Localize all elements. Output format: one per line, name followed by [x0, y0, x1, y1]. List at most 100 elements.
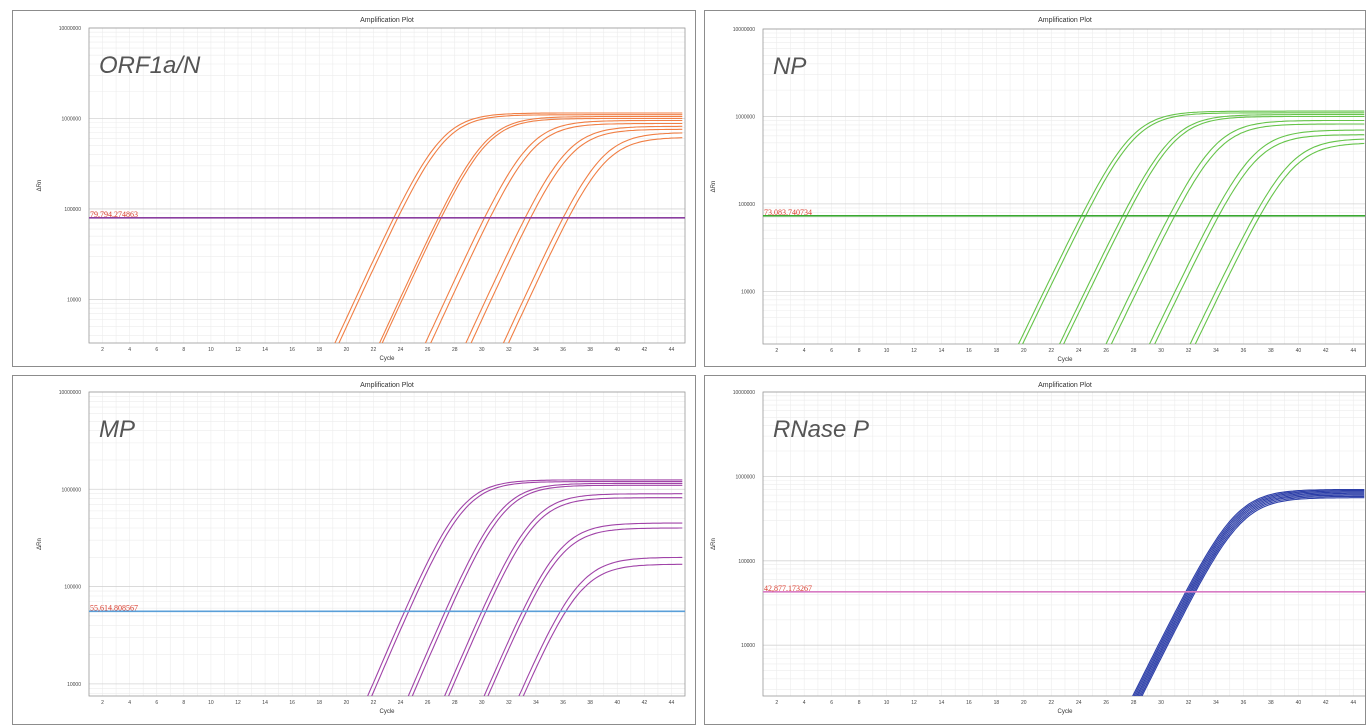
amplification-curve	[425, 121, 682, 345]
x-tick-label: 44	[1350, 348, 1356, 354]
y-axis-label: ΔRn	[711, 181, 717, 193]
x-tick-label: 40	[614, 347, 620, 353]
x-tick-label: 40	[614, 700, 620, 706]
threshold-label: 42,877.173267	[764, 584, 812, 593]
threshold-label: 73,083.740734	[764, 208, 812, 217]
y-tick-label: 10000000	[59, 26, 81, 32]
x-tick-label: 38	[1268, 700, 1274, 706]
x-axis-label: Cycle	[379, 709, 395, 715]
y-tick-label: 10000	[741, 643, 755, 649]
y-tick-label: 10000000	[733, 390, 755, 396]
amplification-curve	[517, 557, 682, 700]
amplification-curve	[379, 117, 682, 345]
x-tick-label: 2	[775, 348, 778, 354]
x-tick-label: 6	[830, 348, 833, 354]
x-tick-label: 6	[155, 700, 158, 706]
x-tick-label: 34	[1213, 348, 1219, 354]
x-tick-label: 4	[803, 700, 806, 706]
x-tick-label: 32	[506, 347, 512, 353]
x-tick-label: 40	[1296, 700, 1302, 706]
x-tick-label: 14	[939, 348, 945, 354]
amplification-plot-mp: Amplification Plot2 4 6 8 10 12 14 16 18 20 22 24 26…	[13, 376, 696, 725]
x-tick-label: 14	[262, 347, 268, 353]
x-tick-label: 16	[966, 348, 972, 354]
amplification-curve	[1134, 491, 1365, 697]
x-tick-label: 32	[1186, 700, 1192, 706]
x-tick-label: 28	[452, 347, 458, 353]
x-tick-label: 24	[1076, 700, 1082, 706]
x-tick-label: 16	[289, 700, 295, 706]
x-tick-label: 20	[1021, 348, 1027, 354]
x-tick-label: 10	[884, 348, 890, 354]
x-tick-label: 20	[344, 347, 350, 353]
amplification-curve	[333, 113, 683, 348]
x-tick-label: 10	[884, 700, 890, 706]
x-tick-label: 44	[669, 347, 675, 353]
x-tick-label: 12	[911, 348, 917, 354]
amplification-curve	[411, 485, 682, 698]
x-tick-label: 8	[182, 347, 185, 353]
amplification-curve	[1139, 498, 1364, 702]
x-tick-label: 26	[1103, 700, 1109, 706]
x-tick-label: 14	[262, 700, 268, 706]
x-tick-label: 6	[155, 347, 158, 353]
x-tick-label: 28	[452, 700, 458, 706]
y-tick-label: 10000	[741, 289, 755, 295]
amplification-curve	[1136, 493, 1364, 697]
plot-title: Amplification Plot	[360, 382, 414, 389]
x-tick-label: 34	[1213, 700, 1219, 706]
y-tick-label: 100000	[738, 202, 755, 208]
x-tick-label: 42	[642, 700, 648, 706]
x-tick-label: 14	[939, 700, 945, 706]
x-axis-label: Cycle	[379, 356, 395, 362]
amplification-curve	[1139, 496, 1364, 699]
amplification-curve	[523, 564, 683, 698]
y-tick-label: 100000	[738, 559, 755, 565]
y-tick-label: 10000	[67, 297, 81, 303]
amplification-curve	[1103, 121, 1364, 350]
x-tick-label: 10	[208, 347, 214, 353]
y-tick-label: 1000000	[62, 116, 82, 122]
amplification-curve	[506, 138, 682, 349]
x-tick-label: 36	[1241, 348, 1247, 354]
amplification-curve	[382, 119, 683, 345]
amplification-curve	[1153, 135, 1364, 348]
x-tick-label: 26	[425, 700, 431, 706]
x-tick-label: 36	[560, 700, 566, 706]
amplification-curve	[468, 129, 682, 349]
threshold-label: 55,614.808567	[90, 603, 138, 612]
x-tick-label: 16	[966, 700, 972, 706]
x-tick-label: 12	[911, 700, 917, 706]
x-tick-label: 42	[1323, 700, 1329, 706]
x-tick-label: 16	[289, 347, 295, 353]
x-tick-label: 42	[642, 347, 648, 353]
x-tick-label: 8	[858, 700, 861, 706]
x-tick-label: 22	[1048, 700, 1054, 706]
x-tick-label: 30	[479, 700, 485, 706]
amplification-curve	[1136, 494, 1364, 699]
gene-label: NP	[773, 53, 806, 80]
amplification-curve	[487, 528, 682, 698]
x-tick-label: 26	[1103, 348, 1109, 354]
y-axis-label: ΔRn	[37, 180, 43, 192]
amplification-panel-orf1a-n: Amplification Plot 2 4 6 8 10 12 14 16 18 20 22 24 26…	[12, 10, 696, 367]
x-tick-label: 2	[101, 700, 104, 706]
x-tick-label: 24	[398, 347, 404, 353]
x-tick-label: 30	[1158, 348, 1164, 354]
curves	[1131, 490, 1364, 703]
x-tick-label: 30	[479, 347, 485, 353]
plot-title: Amplification Plot	[1038, 17, 1092, 24]
x-tick-label: 12	[235, 700, 241, 706]
x-tick-label: 8	[858, 348, 861, 354]
x-tick-label: 38	[587, 347, 593, 353]
amplification-curve	[1136, 495, 1364, 702]
y-tick-label: 10000000	[59, 390, 81, 396]
x-tick-label: 28	[1131, 348, 1137, 354]
amplification-curve	[466, 126, 683, 343]
amplification-curve	[1134, 492, 1365, 700]
amplification-curve	[1194, 144, 1364, 347]
x-tick-label: 4	[128, 347, 131, 353]
x-tick-label: 24	[1076, 348, 1082, 354]
x-tick-label: 18	[994, 348, 1000, 354]
